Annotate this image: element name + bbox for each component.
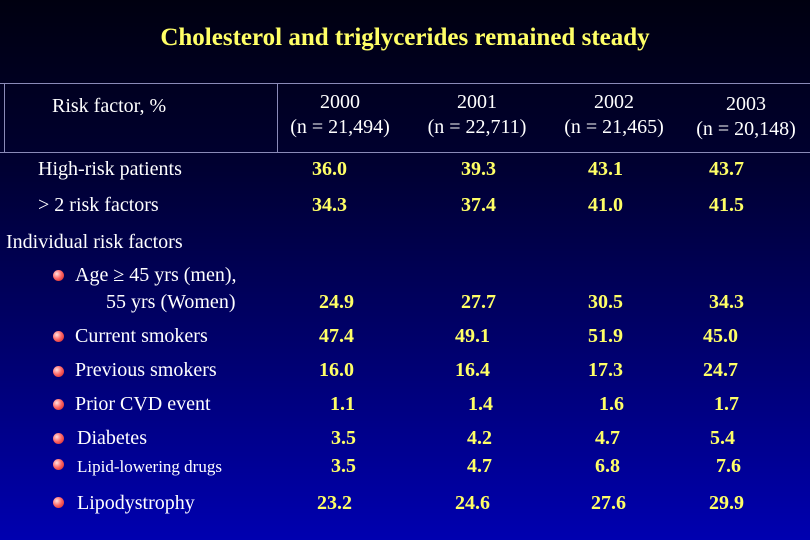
value-cell: 29.9 <box>709 492 744 514</box>
value-cell: 41.5 <box>709 194 744 216</box>
value-cell: 1.6 <box>599 393 624 415</box>
value-cell: 7.6 <box>716 455 741 477</box>
row-label-age-women: 55 yrs (Women) <box>106 291 236 313</box>
year-header-2001: 2001 (n = 22,711) <box>407 90 547 140</box>
column-divider <box>277 83 278 153</box>
value-cell: 1.7 <box>714 393 739 415</box>
value-cell: 5.4 <box>710 427 735 449</box>
value-cell: 4.7 <box>595 427 620 449</box>
value-cell: 34.3 <box>709 291 744 313</box>
value-cell: 23.2 <box>317 492 352 514</box>
year-header-2002: 2002 (n = 21,465) <box>544 90 684 140</box>
row-label-diabetes: Diabetes <box>77 427 147 449</box>
row-label-prior-cvd: Prior CVD event <box>75 393 211 415</box>
row-label-current-smokers: Current smokers <box>75 325 208 347</box>
value-cell: 30.5 <box>588 291 623 313</box>
bullet-icon <box>53 459 64 470</box>
year-header-2003: 2003 (n = 20,148) <box>676 92 810 142</box>
value-cell: 16.0 <box>319 359 354 381</box>
value-cell: 16.4 <box>455 359 490 381</box>
value-cell: 43.7 <box>709 158 744 180</box>
year-header-2000: 2000 (n = 21,494) <box>270 90 410 140</box>
value-cell: 1.1 <box>330 393 355 415</box>
value-cell: 45.0 <box>703 325 738 347</box>
value-cell: 37.4 <box>461 194 496 216</box>
bullet-icon <box>53 331 64 342</box>
risk-factor-header: Risk factor, % <box>52 95 167 117</box>
year-label: 2002 <box>594 91 634 113</box>
bullet-icon <box>53 399 64 410</box>
sample-size: (n = 22,711) <box>427 116 527 138</box>
header-divider <box>0 152 810 153</box>
value-cell: 49.1 <box>455 325 490 347</box>
value-cell: 43.1 <box>588 158 623 180</box>
year-label: 2000 <box>320 91 360 113</box>
value-cell: 41.0 <box>588 194 623 216</box>
sample-size: (n = 21,494) <box>290 116 390 138</box>
value-cell: 27.6 <box>591 492 626 514</box>
bullet-icon <box>53 366 64 377</box>
row-label-risk-factors: > 2 risk factors <box>38 194 159 216</box>
year-label: 2003 <box>726 93 766 115</box>
row-label-lipodystrophy: Lipodystrophy <box>77 492 195 514</box>
bullet-icon <box>53 497 64 508</box>
bullet-icon <box>53 433 64 444</box>
bullet-icon <box>53 270 64 281</box>
value-cell: 24.9 <box>319 291 354 313</box>
year-label: 2001 <box>457 91 497 113</box>
value-cell: 3.5 <box>331 455 356 477</box>
value-cell: 47.4 <box>319 325 354 347</box>
sample-size: (n = 20,148) <box>696 118 796 140</box>
section-label-individual: Individual risk factors <box>6 231 183 253</box>
value-cell: 24.6 <box>455 492 490 514</box>
value-cell: 1.4 <box>468 393 493 415</box>
table-left-border <box>4 83 5 153</box>
value-cell: 4.7 <box>467 455 492 477</box>
value-cell: 39.3 <box>461 158 496 180</box>
value-cell: 4.2 <box>467 427 492 449</box>
value-cell: 3.5 <box>331 427 356 449</box>
value-cell: 6.8 <box>595 455 620 477</box>
table-top-border <box>0 83 810 84</box>
value-cell: 34.3 <box>312 194 347 216</box>
value-cell: 51.9 <box>588 325 623 347</box>
value-cell: 17.3 <box>588 359 623 381</box>
row-label-previous-smokers: Previous smokers <box>75 359 217 381</box>
page-title: Cholesterol and triglycerides remained s… <box>160 24 650 51</box>
sample-size: (n = 21,465) <box>564 116 664 138</box>
value-cell: 27.7 <box>461 291 496 313</box>
value-cell: 36.0 <box>312 158 347 180</box>
row-label-high-risk: High-risk patients <box>38 158 182 180</box>
row-label-lipid-lowering: Lipid-lowering drugs <box>77 457 222 476</box>
value-cell: 24.7 <box>703 359 738 381</box>
row-label-age: Age ≥ 45 yrs (men), <box>75 264 237 286</box>
